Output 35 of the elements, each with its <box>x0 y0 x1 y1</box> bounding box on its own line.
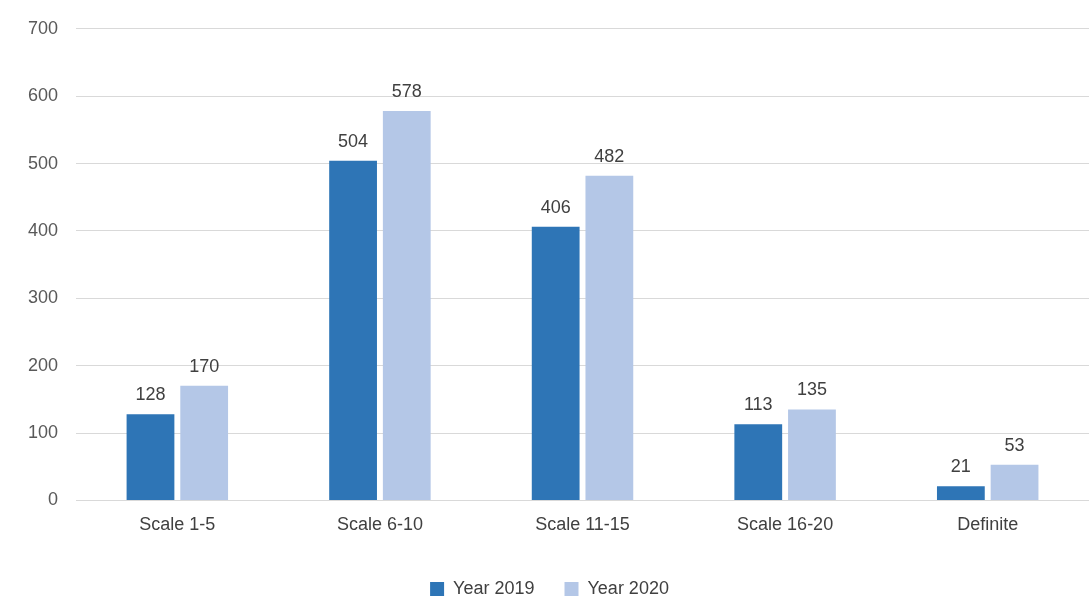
bar <box>329 160 377 500</box>
bar <box>531 226 580 500</box>
y-tick-label: 300 <box>27 287 59 308</box>
y-tick-label: 500 <box>27 152 59 173</box>
bar <box>585 175 634 500</box>
data-label: 406 <box>540 196 571 217</box>
x-tick-label: Scale 1-5 <box>139 514 216 535</box>
legend-label: Year 2019 <box>453 577 535 598</box>
bar <box>990 464 1039 500</box>
y-tick-label: 700 <box>27 17 59 38</box>
bar <box>788 409 836 500</box>
y-tick-label: 0 <box>48 489 59 510</box>
bar <box>734 424 783 500</box>
y-tick-label: 100 <box>27 422 59 442</box>
data-label: 21 <box>950 456 971 477</box>
legend-label: Year 2020 <box>587 577 669 598</box>
data-label: 113 <box>743 394 773 415</box>
data-label: 170 <box>189 355 220 376</box>
data-label: 135 <box>796 379 827 400</box>
y-tick-label: 200 <box>27 354 59 375</box>
data-label: 53 <box>1004 434 1025 455</box>
y-tick-label: 600 <box>27 85 59 106</box>
bar <box>382 110 431 500</box>
x-tick-label: Definite <box>957 514 1019 535</box>
y-tick-label: 400 <box>27 219 59 240</box>
x-tick-label: Scale 11-15 <box>535 514 630 535</box>
bar <box>180 385 229 500</box>
x-tick-label: Scale 16-20 <box>737 514 834 535</box>
data-label: 482 <box>594 145 625 166</box>
bar <box>126 414 175 500</box>
x-tick-label: Scale 6-10 <box>336 514 423 535</box>
data-label: 504 <box>338 130 369 151</box>
data-label: 128 <box>135 384 166 405</box>
bar <box>936 486 985 500</box>
data-label: 578 <box>391 80 422 101</box>
